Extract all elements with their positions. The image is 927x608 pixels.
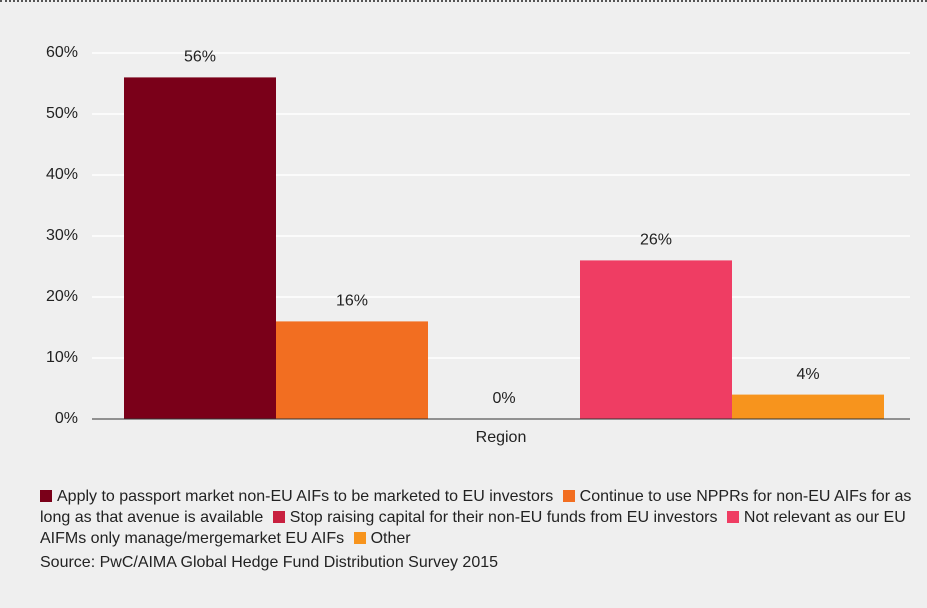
legend-swatch [562, 490, 575, 502]
legend-label: Not relevant as our EU AIFMs only manage… [40, 509, 906, 547]
data-label: 26% [640, 232, 672, 249]
legend-swatch [272, 511, 285, 523]
dotted-border [0, 0, 927, 2]
bar [732, 394, 884, 419]
legend-label: Other [370, 530, 411, 547]
x-tick-label: Region [476, 429, 527, 446]
source: Source: PwC/AIMA Global Hedge Fund Distr… [40, 554, 499, 571]
data-label: 56% [184, 49, 216, 66]
bar [580, 260, 732, 419]
data-label: 4% [796, 366, 819, 383]
y-tick-label: 40% [46, 166, 78, 183]
bar [276, 321, 428, 419]
legend-swatch [726, 511, 739, 523]
chart: 0% 10% 20% 30% 40% 50% 60% Region 56% 16% 0% 26% 4% [46, 44, 910, 446]
y-tick-label: 30% [46, 227, 78, 244]
y-tick-label: 10% [46, 349, 78, 366]
legend-label: Apply to passport market non-EU AIFs to … [57, 488, 554, 505]
legend-label: Stop raising capital for their non-EU fu… [289, 509, 718, 526]
y-tick-label: 60% [46, 44, 78, 61]
legend-label: Continue to use NPPRs for non-EU AIFs fo… [40, 488, 912, 526]
y-tick-label: 0% [55, 410, 78, 427]
y-tick-label: 20% [46, 288, 78, 305]
legend-swatch [40, 490, 52, 502]
bar [124, 77, 276, 420]
legend-swatch [353, 532, 366, 544]
y-tick-label: 50% [46, 105, 78, 122]
legend: Apply to passport market non-EU AIFs to … [40, 486, 920, 549]
data-label: 0% [492, 390, 515, 407]
data-label: 16% [336, 293, 368, 310]
